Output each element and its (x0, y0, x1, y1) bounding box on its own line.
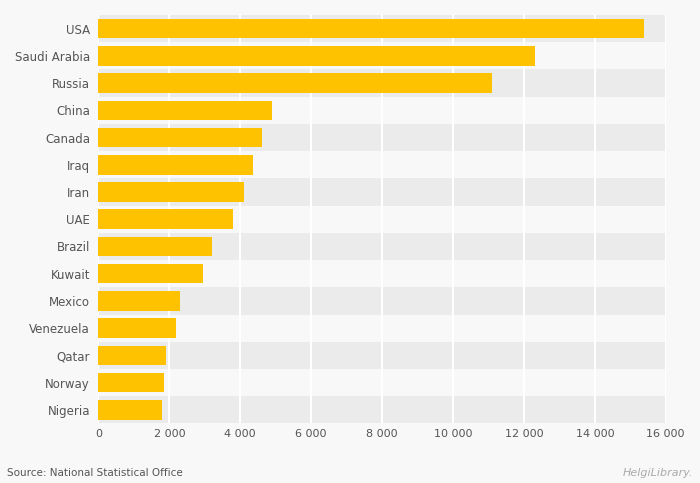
Bar (99, 155, 253, 174)
Bar (99, 210, 233, 229)
Bar (99, 73, 492, 93)
Bar (99, 237, 212, 256)
Bar (99, 70, 666, 97)
Bar (99, 400, 162, 420)
Bar (99, 396, 666, 424)
Bar (99, 260, 666, 287)
Bar (99, 151, 666, 178)
Bar (99, 345, 166, 365)
Bar (99, 233, 666, 260)
Bar (99, 42, 666, 70)
Bar (99, 264, 203, 284)
Bar (99, 97, 666, 124)
Bar (99, 178, 666, 206)
Bar (99, 46, 535, 66)
Bar (99, 369, 666, 396)
Bar (99, 291, 180, 311)
Text: Source: National Statistical Office: Source: National Statistical Office (7, 468, 183, 478)
Bar (99, 318, 176, 338)
Bar (99, 19, 645, 39)
Bar (99, 124, 666, 151)
Text: HelgiLibrary.: HelgiLibrary. (622, 468, 693, 478)
Bar (99, 15, 666, 42)
Bar (99, 342, 666, 369)
Bar (99, 100, 272, 120)
Bar (99, 128, 262, 147)
Bar (99, 182, 244, 202)
Bar (99, 314, 666, 342)
Bar (99, 287, 666, 314)
Bar (99, 373, 164, 392)
Bar (99, 206, 666, 233)
